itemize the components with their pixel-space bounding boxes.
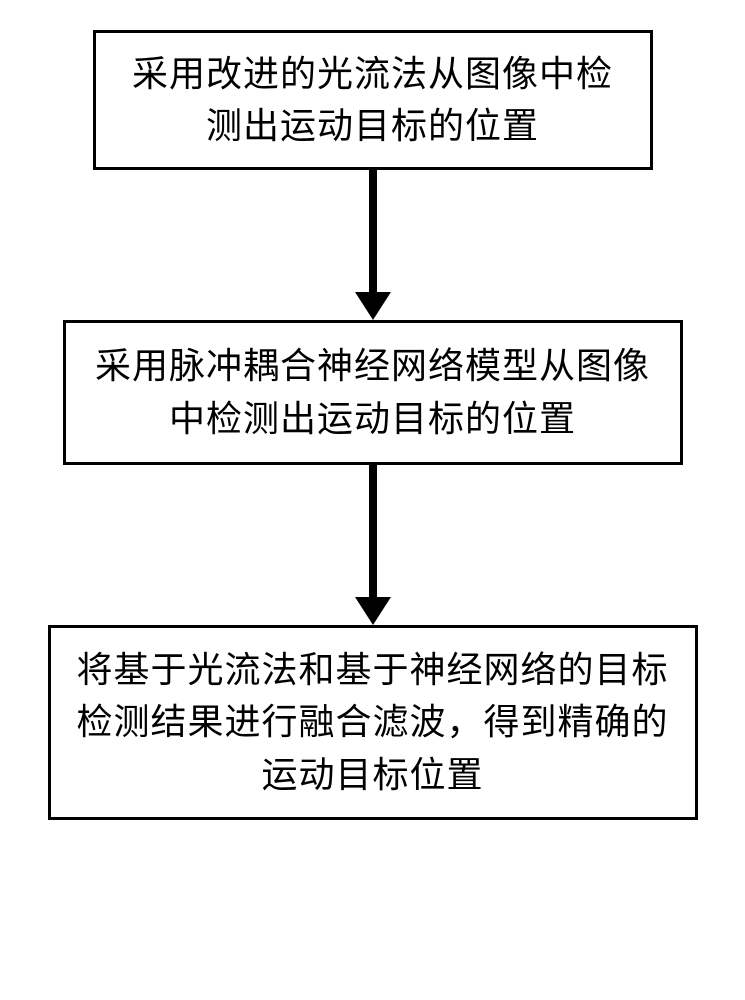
- arrow-head-icon: [355, 597, 391, 625]
- arrow-2-to-3: [355, 465, 391, 625]
- arrow-1-to-2: [355, 170, 391, 320]
- step-3-text: 将基于光流法和基于神经网络的目标检测结果进行融合滤波，得到精确的运动目标位置: [75, 644, 671, 801]
- flowchart-step-2: 采用脉冲耦合神经网络模型从图像中检测出运动目标的位置: [63, 320, 683, 465]
- flowchart-step-3: 将基于光流法和基于神经网络的目标检测结果进行融合滤波，得到精确的运动目标位置: [48, 625, 698, 820]
- arrow-line: [369, 465, 377, 597]
- step-1-text: 采用改进的光流法从图像中检测出运动目标的位置: [120, 48, 626, 152]
- arrow-line: [369, 170, 377, 292]
- arrow-head-icon: [355, 292, 391, 320]
- flowchart-step-1: 采用改进的光流法从图像中检测出运动目标的位置: [93, 30, 653, 170]
- step-2-text: 采用脉冲耦合神经网络模型从图像中检测出运动目标的位置: [90, 340, 656, 444]
